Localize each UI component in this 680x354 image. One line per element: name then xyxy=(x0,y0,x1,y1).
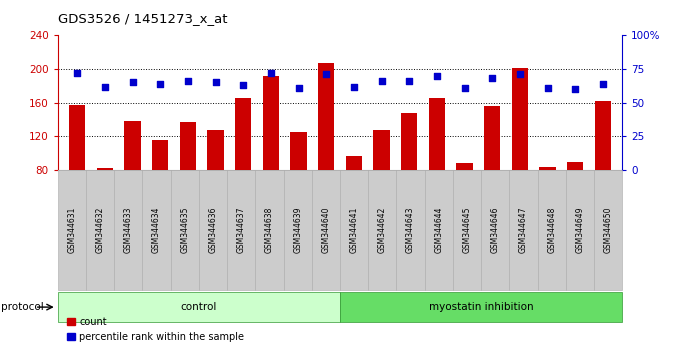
Point xyxy=(182,78,193,84)
Text: GSM344650: GSM344650 xyxy=(604,207,613,253)
Bar xyxy=(594,101,611,170)
Bar xyxy=(345,156,362,170)
Text: GSM344643: GSM344643 xyxy=(406,207,415,253)
Bar xyxy=(124,121,141,170)
Text: GSM344634: GSM344634 xyxy=(152,207,161,253)
Text: GDS3526 / 1451273_x_at: GDS3526 / 1451273_x_at xyxy=(58,12,227,25)
Point xyxy=(265,70,276,76)
Point xyxy=(71,70,82,76)
Text: control: control xyxy=(181,302,217,312)
Text: GSM344648: GSM344648 xyxy=(547,207,556,253)
Text: GSM344642: GSM344642 xyxy=(378,207,387,253)
Legend: count, percentile rank within the sample: count, percentile rank within the sample xyxy=(63,313,248,346)
Point xyxy=(598,81,609,87)
Point xyxy=(99,84,110,89)
Text: GSM344637: GSM344637 xyxy=(237,207,245,253)
Bar xyxy=(373,130,390,170)
Bar xyxy=(152,141,169,170)
Text: GSM344646: GSM344646 xyxy=(491,207,500,253)
Bar xyxy=(262,76,279,170)
Text: GSM344633: GSM344633 xyxy=(124,207,133,253)
Point xyxy=(487,76,498,81)
Bar xyxy=(511,68,528,170)
Bar xyxy=(180,122,196,170)
Text: myostatin inhibition: myostatin inhibition xyxy=(429,302,533,312)
Point xyxy=(514,72,525,77)
Point xyxy=(127,80,138,85)
Text: GSM344640: GSM344640 xyxy=(322,207,330,253)
Text: GSM344631: GSM344631 xyxy=(67,207,76,253)
Bar xyxy=(567,162,583,170)
Bar xyxy=(290,132,307,170)
Point xyxy=(570,86,581,92)
Text: protocol: protocol xyxy=(1,302,44,312)
Bar xyxy=(539,166,556,170)
Point xyxy=(321,72,332,77)
Bar xyxy=(207,130,224,170)
Bar xyxy=(484,106,500,170)
Point xyxy=(459,85,470,91)
Text: GSM344641: GSM344641 xyxy=(350,207,358,253)
Text: GSM344636: GSM344636 xyxy=(209,207,218,253)
Text: GSM344647: GSM344647 xyxy=(519,207,528,253)
Bar xyxy=(318,63,335,170)
Text: GSM344649: GSM344649 xyxy=(575,207,584,253)
Point xyxy=(542,85,553,91)
Point xyxy=(376,78,387,84)
Text: GSM344644: GSM344644 xyxy=(435,207,443,253)
Bar xyxy=(69,105,86,170)
Bar xyxy=(97,168,113,170)
Text: GSM344635: GSM344635 xyxy=(180,207,189,253)
Text: GSM344632: GSM344632 xyxy=(96,207,105,253)
Point xyxy=(404,78,415,84)
Point xyxy=(155,81,166,87)
Text: GSM344639: GSM344639 xyxy=(293,207,302,253)
Bar xyxy=(428,98,445,170)
Point xyxy=(431,73,442,79)
Bar xyxy=(235,98,252,170)
Point xyxy=(348,84,359,89)
Point xyxy=(210,80,221,85)
Point xyxy=(293,85,304,91)
Bar xyxy=(401,113,418,170)
Bar xyxy=(456,163,473,170)
Point xyxy=(238,82,249,88)
Text: GSM344645: GSM344645 xyxy=(462,207,471,253)
Text: GSM344638: GSM344638 xyxy=(265,207,274,253)
